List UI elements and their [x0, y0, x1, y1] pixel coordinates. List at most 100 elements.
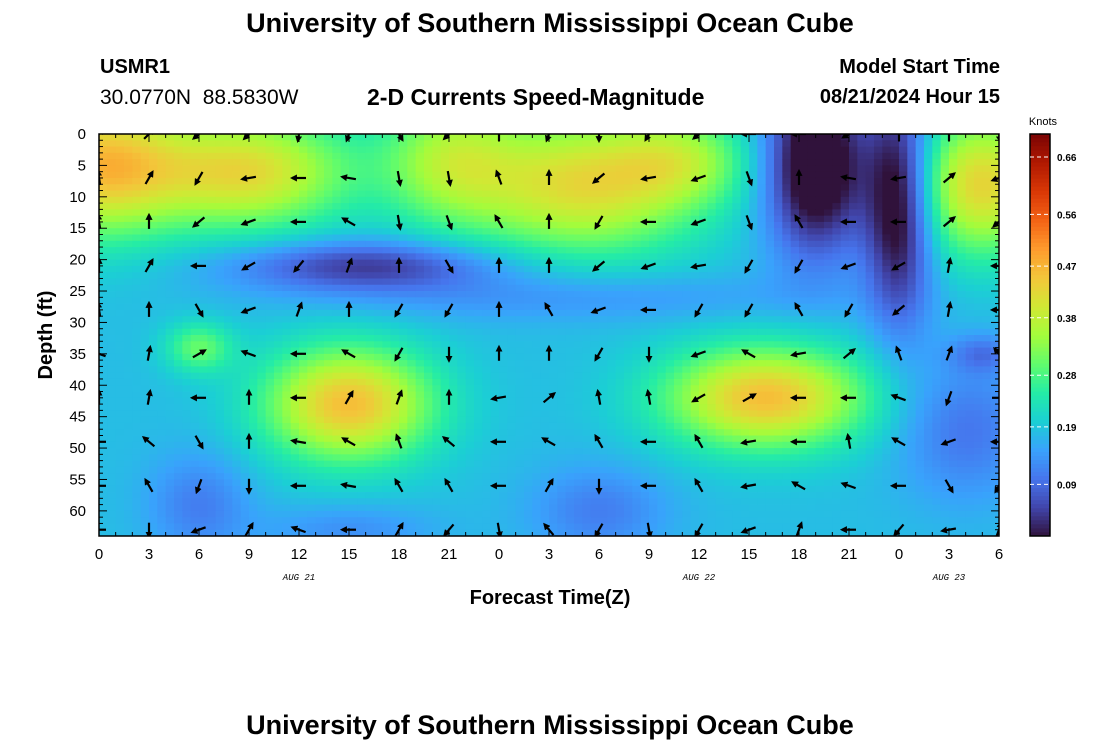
heatmap-cell — [665, 335, 675, 342]
heatmap-cell — [740, 473, 750, 480]
heatmap-cell — [365, 404, 375, 411]
heatmap-cell — [515, 297, 525, 304]
heatmap-cell — [107, 234, 117, 242]
heatmap-cell — [290, 466, 300, 474]
heatmap-cell — [474, 410, 483, 418]
heatmap-cell — [540, 297, 550, 304]
heatmap-cell — [149, 360, 158, 367]
heatmap-cell — [432, 171, 442, 179]
heatmap-cell — [624, 448, 633, 455]
heatmap-cell — [482, 322, 492, 330]
heatmap-cell — [499, 454, 508, 462]
heatmap-cell — [149, 165, 158, 173]
heatmap-cell — [207, 203, 217, 210]
heatmap-cell — [365, 209, 375, 217]
heatmap-cell — [124, 410, 133, 418]
heatmap-cell — [740, 221, 750, 229]
heatmap-cell — [165, 240, 175, 248]
heatmap-cell — [649, 209, 658, 217]
heatmap-cell — [682, 385, 692, 392]
heatmap-cell — [707, 203, 717, 210]
heatmap-cell — [699, 473, 708, 480]
heatmap-cell — [107, 247, 117, 254]
heatmap-cell — [207, 498, 217, 505]
heatmap-cell — [690, 360, 700, 367]
heatmap-cell — [399, 171, 408, 179]
heatmap-cell — [249, 360, 258, 367]
heatmap-cell — [407, 247, 417, 254]
heatmap-cell — [165, 159, 175, 166]
heatmap-cell — [515, 159, 525, 166]
heatmap-cell — [190, 146, 200, 154]
heatmap-cell — [632, 247, 642, 254]
heatmap-cell — [107, 454, 117, 462]
heatmap-cell — [457, 284, 467, 292]
heatmap-cell — [232, 234, 242, 242]
heatmap-cell — [490, 140, 500, 147]
heatmap-cell — [532, 460, 542, 468]
heatmap-cell — [324, 134, 333, 141]
heatmap-cell — [632, 523, 642, 531]
heatmap-cell — [182, 441, 192, 449]
heatmap-cell — [390, 466, 400, 474]
heatmap-cell — [424, 466, 433, 474]
heatmap-cell — [399, 228, 408, 235]
heatmap-cell — [624, 397, 633, 405]
heatmap-cell — [715, 184, 725, 191]
heatmap-cell — [182, 240, 192, 248]
heatmap-cell — [232, 177, 242, 185]
heatmap-cell — [207, 460, 217, 468]
heatmap-cell — [474, 134, 483, 141]
heatmap-cell — [390, 366, 400, 374]
heatmap-cell — [232, 297, 242, 304]
heatmap-cell — [682, 146, 692, 154]
heatmap-cell — [232, 372, 242, 380]
heatmap-cell — [407, 485, 417, 493]
heatmap-cell — [324, 215, 333, 223]
heatmap-cell — [532, 422, 542, 430]
heatmap-cell — [240, 441, 250, 449]
heatmap-cell — [674, 328, 683, 336]
heatmap-cell — [140, 322, 150, 330]
heatmap-cell — [265, 134, 275, 141]
heatmap-cell — [432, 397, 442, 405]
heatmap-cell — [690, 404, 700, 411]
heatmap-cell — [474, 353, 483, 361]
heatmap-cell — [132, 335, 142, 342]
heatmap-cell — [232, 504, 242, 512]
heatmap-cell — [715, 416, 725, 424]
heatmap-cell — [449, 492, 458, 499]
heatmap-cell — [615, 291, 625, 298]
heatmap-cell — [249, 498, 258, 505]
heatmap-cell — [240, 422, 250, 430]
heatmap-cell — [682, 159, 692, 166]
heatmap-cell — [407, 328, 417, 336]
heatmap-cell — [107, 316, 117, 323]
heatmap-cell — [124, 517, 133, 524]
heatmap-cell — [607, 265, 617, 273]
heatmap-cell — [199, 454, 208, 462]
heatmap-cell — [565, 529, 575, 536]
heatmap-cell — [190, 203, 200, 210]
heatmap-cell — [674, 510, 683, 518]
heatmap-cell — [490, 272, 500, 279]
station-id: USMR1 — [100, 56, 171, 78]
heatmap-cell — [557, 335, 567, 342]
heatmap-cell — [115, 284, 125, 292]
heatmap-cell — [665, 234, 675, 242]
heatmap-cell — [207, 316, 217, 323]
heatmap-cell — [157, 272, 167, 279]
heatmap-cell — [115, 498, 125, 505]
heatmap-cell — [140, 297, 150, 304]
heatmap-cell — [649, 454, 658, 462]
heatmap-cell — [240, 303, 250, 311]
heatmap-cell — [632, 416, 642, 424]
heatmap-cell — [174, 328, 183, 336]
heatmap-cell — [165, 435, 175, 443]
heatmap-cell — [607, 410, 617, 418]
heatmap-cell — [632, 397, 642, 405]
heatmap-cell — [157, 159, 167, 166]
heatmap-cell — [649, 297, 658, 304]
heatmap-cell — [207, 221, 217, 229]
heatmap-cell — [507, 510, 517, 518]
